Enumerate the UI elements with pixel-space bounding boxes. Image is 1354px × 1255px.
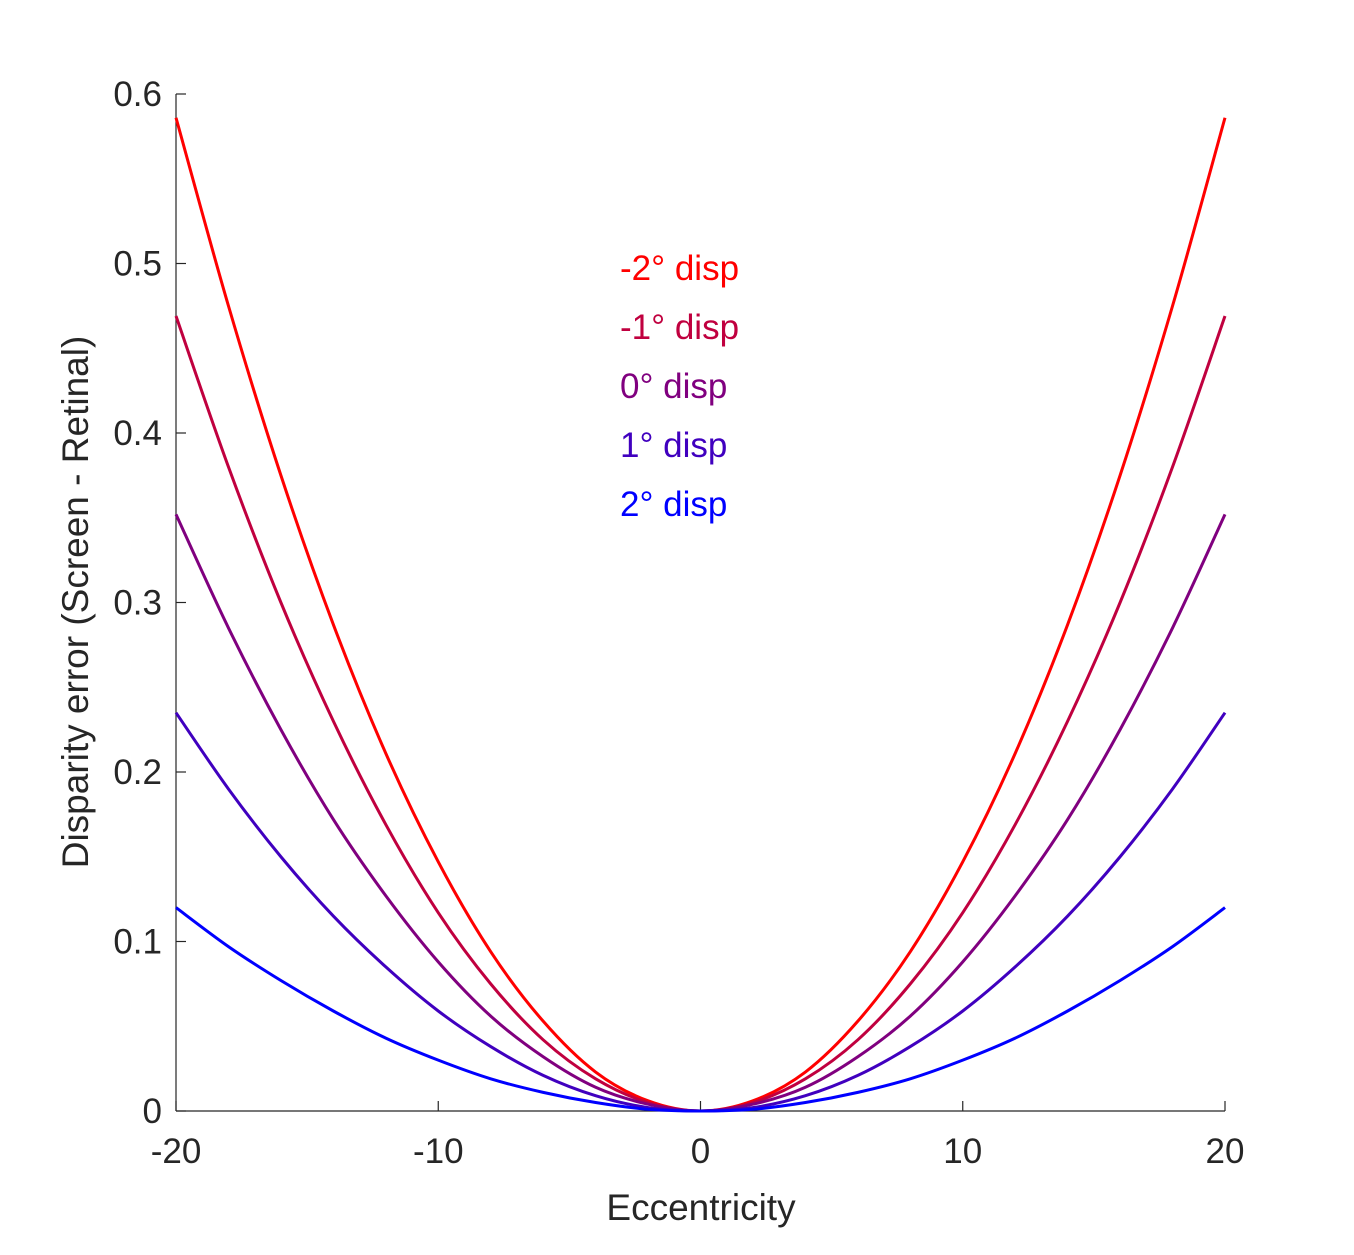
x-tick-label: 10 <box>943 1132 982 1171</box>
series-line-2 <box>174 513 1227 1113</box>
series-line-4 <box>175 906 1226 1113</box>
y-tick-label: 0.2 <box>113 753 162 792</box>
x-tick-label: -20 <box>151 1132 202 1171</box>
legend: -2° disp -1° disp 0° disp 1° disp 2° disp <box>620 249 739 524</box>
y-tick-label: 0.6 <box>113 75 162 114</box>
legend-entry-4: 2° disp <box>620 485 727 524</box>
legend-entry-0: -2° disp <box>620 249 739 288</box>
y-tick-label: 0.5 <box>113 245 162 284</box>
x-tick-label: 20 <box>1206 1132 1245 1171</box>
y-axis-title: Disparity error (Screen - Retinal) <box>55 336 96 869</box>
legend-entry-1: -1° disp <box>620 308 739 347</box>
x-tick-label: 0 <box>691 1132 710 1171</box>
y-tick-label: 0 <box>143 1092 162 1131</box>
axes: -20 -10 0 10 20 0 0.1 0.2 0.3 0.4 0.5 0.6 <box>113 75 1244 1171</box>
legend-entry-3: 1° disp <box>620 426 727 465</box>
legend-entry-2: 0° disp <box>620 367 727 406</box>
series-lines <box>174 117 1227 1113</box>
series-line-3 <box>174 711 1227 1113</box>
y-tick-label: 0.1 <box>113 923 162 962</box>
y-tick-label: 0.3 <box>113 584 162 623</box>
x-tick-label: -10 <box>413 1132 464 1171</box>
y-tick-label: 0.4 <box>113 414 162 453</box>
x-axis-title: Eccentricity <box>606 1187 796 1228</box>
